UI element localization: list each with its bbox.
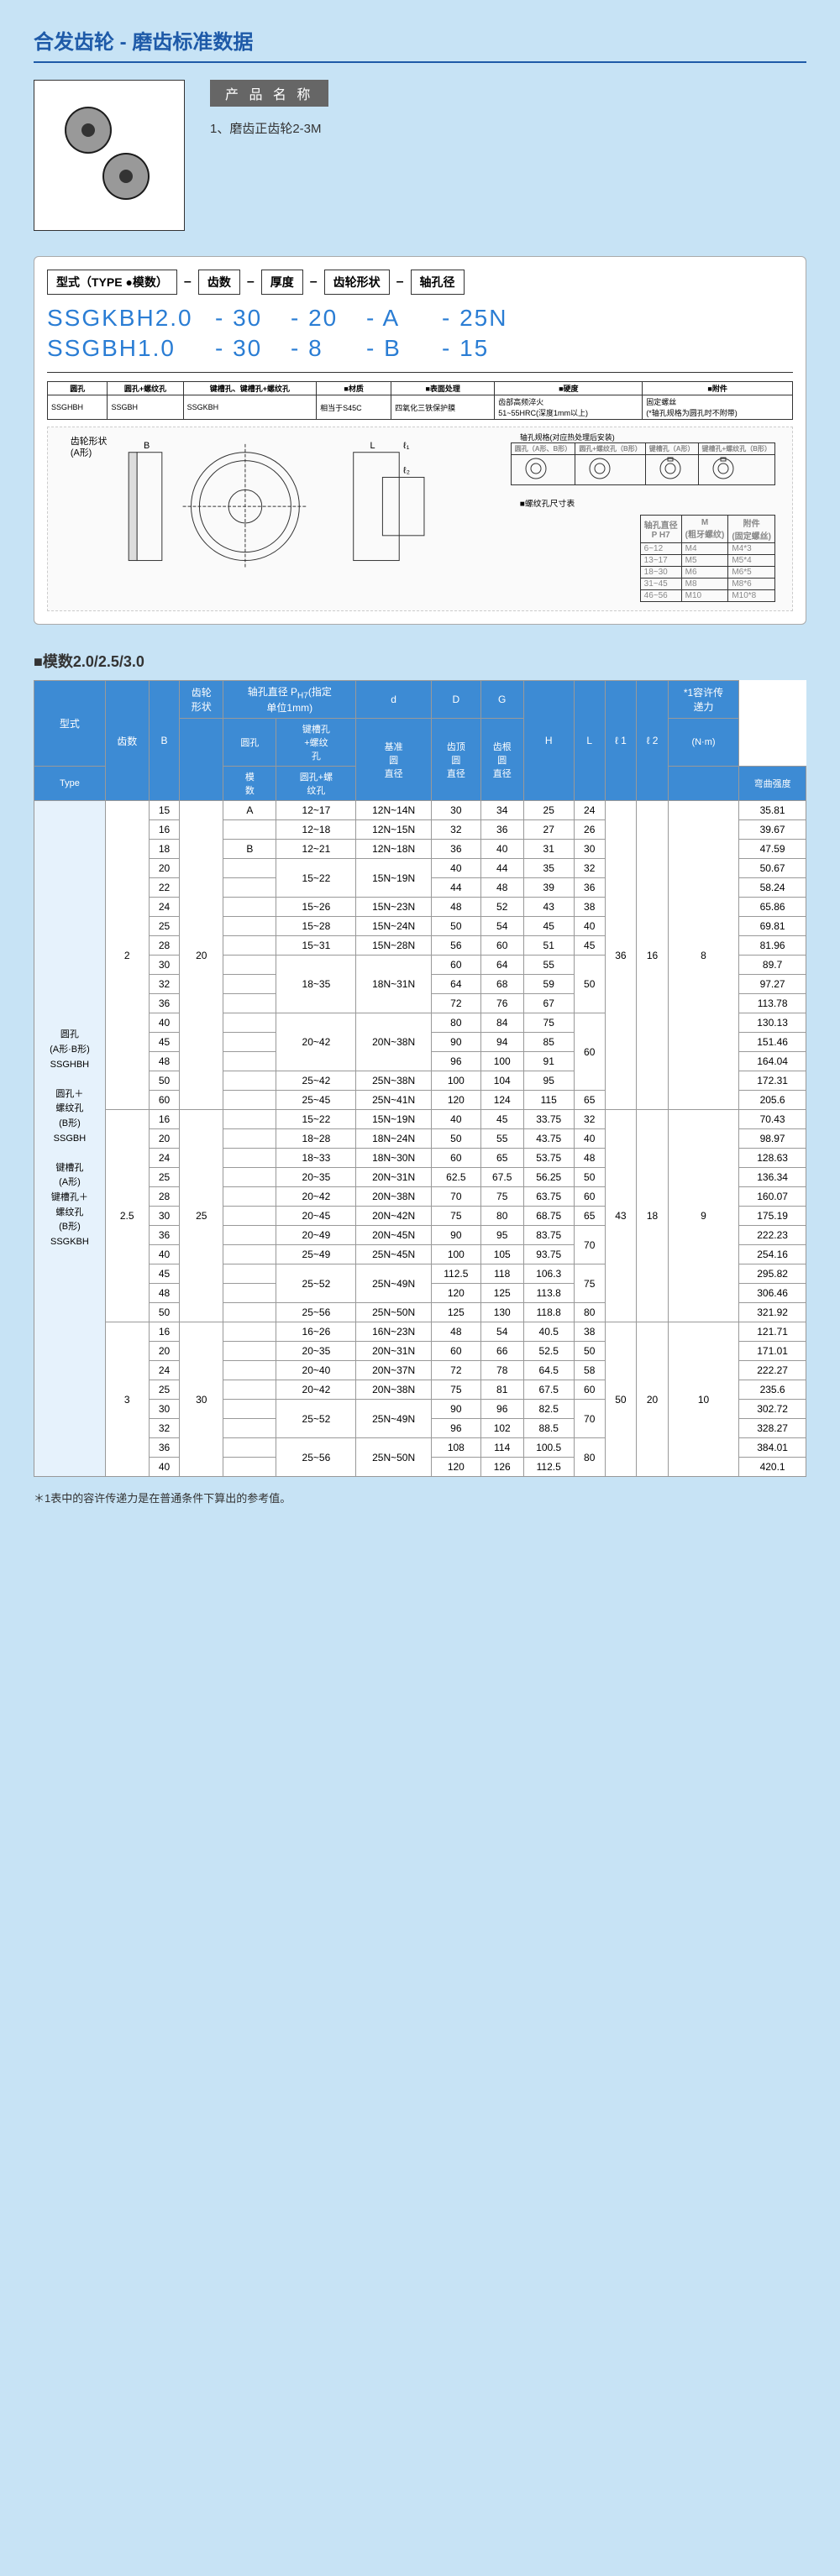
gear-shape-label: 齿轮形状 (71, 435, 108, 447)
page-title: 合发齿轮 - 磨齿标准数据 (34, 25, 806, 63)
svg-text:ℓ₁: ℓ₁ (403, 441, 410, 451)
footnote: ＊1表中的容许传递力是在普通条件下算出的参考值。 (34, 1490, 806, 1505)
svg-text:L: L (370, 441, 375, 451)
type-card: 型式（TYPE ●模数）–齿数–厚度–齿轮形状–轴孔径 SSGKBH2.0- 3… (34, 256, 806, 625)
product-image (34, 80, 185, 231)
product-description: 1、磨齿正齿轮2-3M (210, 119, 806, 137)
svg-text:B: B (144, 441, 150, 451)
section-title: ■模数2.0/2.5/3.0 (34, 650, 806, 672)
svg-text:ℓ₂: ℓ₂ (403, 466, 410, 476)
product-name-tag: 产 品 名 称 (210, 80, 328, 107)
svg-text:■螺纹孔尺寸表: ■螺纹孔尺寸表 (520, 498, 575, 509)
svg-text:轴孔规格(对应热处理后安装): 轴孔规格(对应热处理后安装) (520, 432, 615, 442)
data-table: 型式 齿数 B 齿轮形状 轴孔直径 PH7(指定单位1mm) dDG HLℓ 1… (34, 680, 806, 1477)
svg-text:(A形): (A形) (71, 448, 92, 458)
